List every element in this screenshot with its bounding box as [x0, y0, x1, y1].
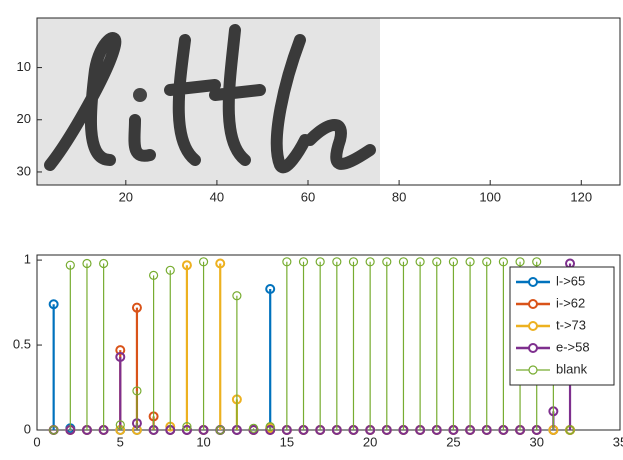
figure: 20 40 60 80 100 120 10 20 30 0 5 10 15 20 25 30 35 0 0.5 1 l…	[0, 0, 623, 455]
legend-marker	[529, 278, 537, 286]
stem-series	[50, 259, 574, 434]
legend-marker	[529, 366, 537, 374]
x-tick-label: 0	[33, 434, 40, 449]
x-tick-label: 80	[392, 189, 406, 204]
y-tick-label: 0	[24, 421, 31, 436]
x-tick-label: 5	[117, 434, 124, 449]
x-tick-label: 15	[280, 434, 294, 449]
y-tick-label: 30	[17, 163, 31, 178]
y-tick-label: 0.5	[13, 336, 31, 351]
legend-marker	[529, 344, 537, 352]
stem-series	[50, 258, 574, 434]
legend-marker	[529, 322, 537, 330]
y-tick-label: 20	[17, 111, 31, 126]
x-tick-label: 120	[570, 189, 592, 204]
legend: l->65 i->62 t->73 e->58 blank	[510, 267, 614, 385]
x-tick-label: 20	[119, 189, 133, 204]
y-tick-label: 10	[17, 59, 31, 74]
x-tick-label: 20	[363, 434, 377, 449]
x-tick-label: 60	[301, 189, 315, 204]
legend-label: e->58	[556, 339, 590, 354]
stem-series	[50, 259, 574, 434]
page: 20 40 60 80 100 120 10 20 30 0 5 10 15 20 25 30 35 0 0.5 1 l…	[0, 0, 623, 455]
x-tick-label: 10	[196, 434, 210, 449]
y-tick-label: 1	[24, 252, 31, 267]
x-tick-label: 25	[446, 434, 460, 449]
ink-dot	[133, 88, 147, 102]
stem-series	[50, 304, 574, 434]
legend-label: i->62	[556, 295, 585, 310]
legend-label: t->73	[556, 317, 586, 332]
legend-label: blank	[556, 361, 588, 376]
x-tick-label: 30	[529, 434, 543, 449]
handwriting-image	[37, 18, 380, 185]
x-tick-label: 100	[479, 189, 501, 204]
legend-label: l->65	[556, 273, 585, 288]
stem-series	[50, 285, 574, 434]
legend-marker	[529, 300, 537, 308]
x-tick-label: 40	[210, 189, 224, 204]
x-tick-label: 35	[613, 434, 623, 449]
